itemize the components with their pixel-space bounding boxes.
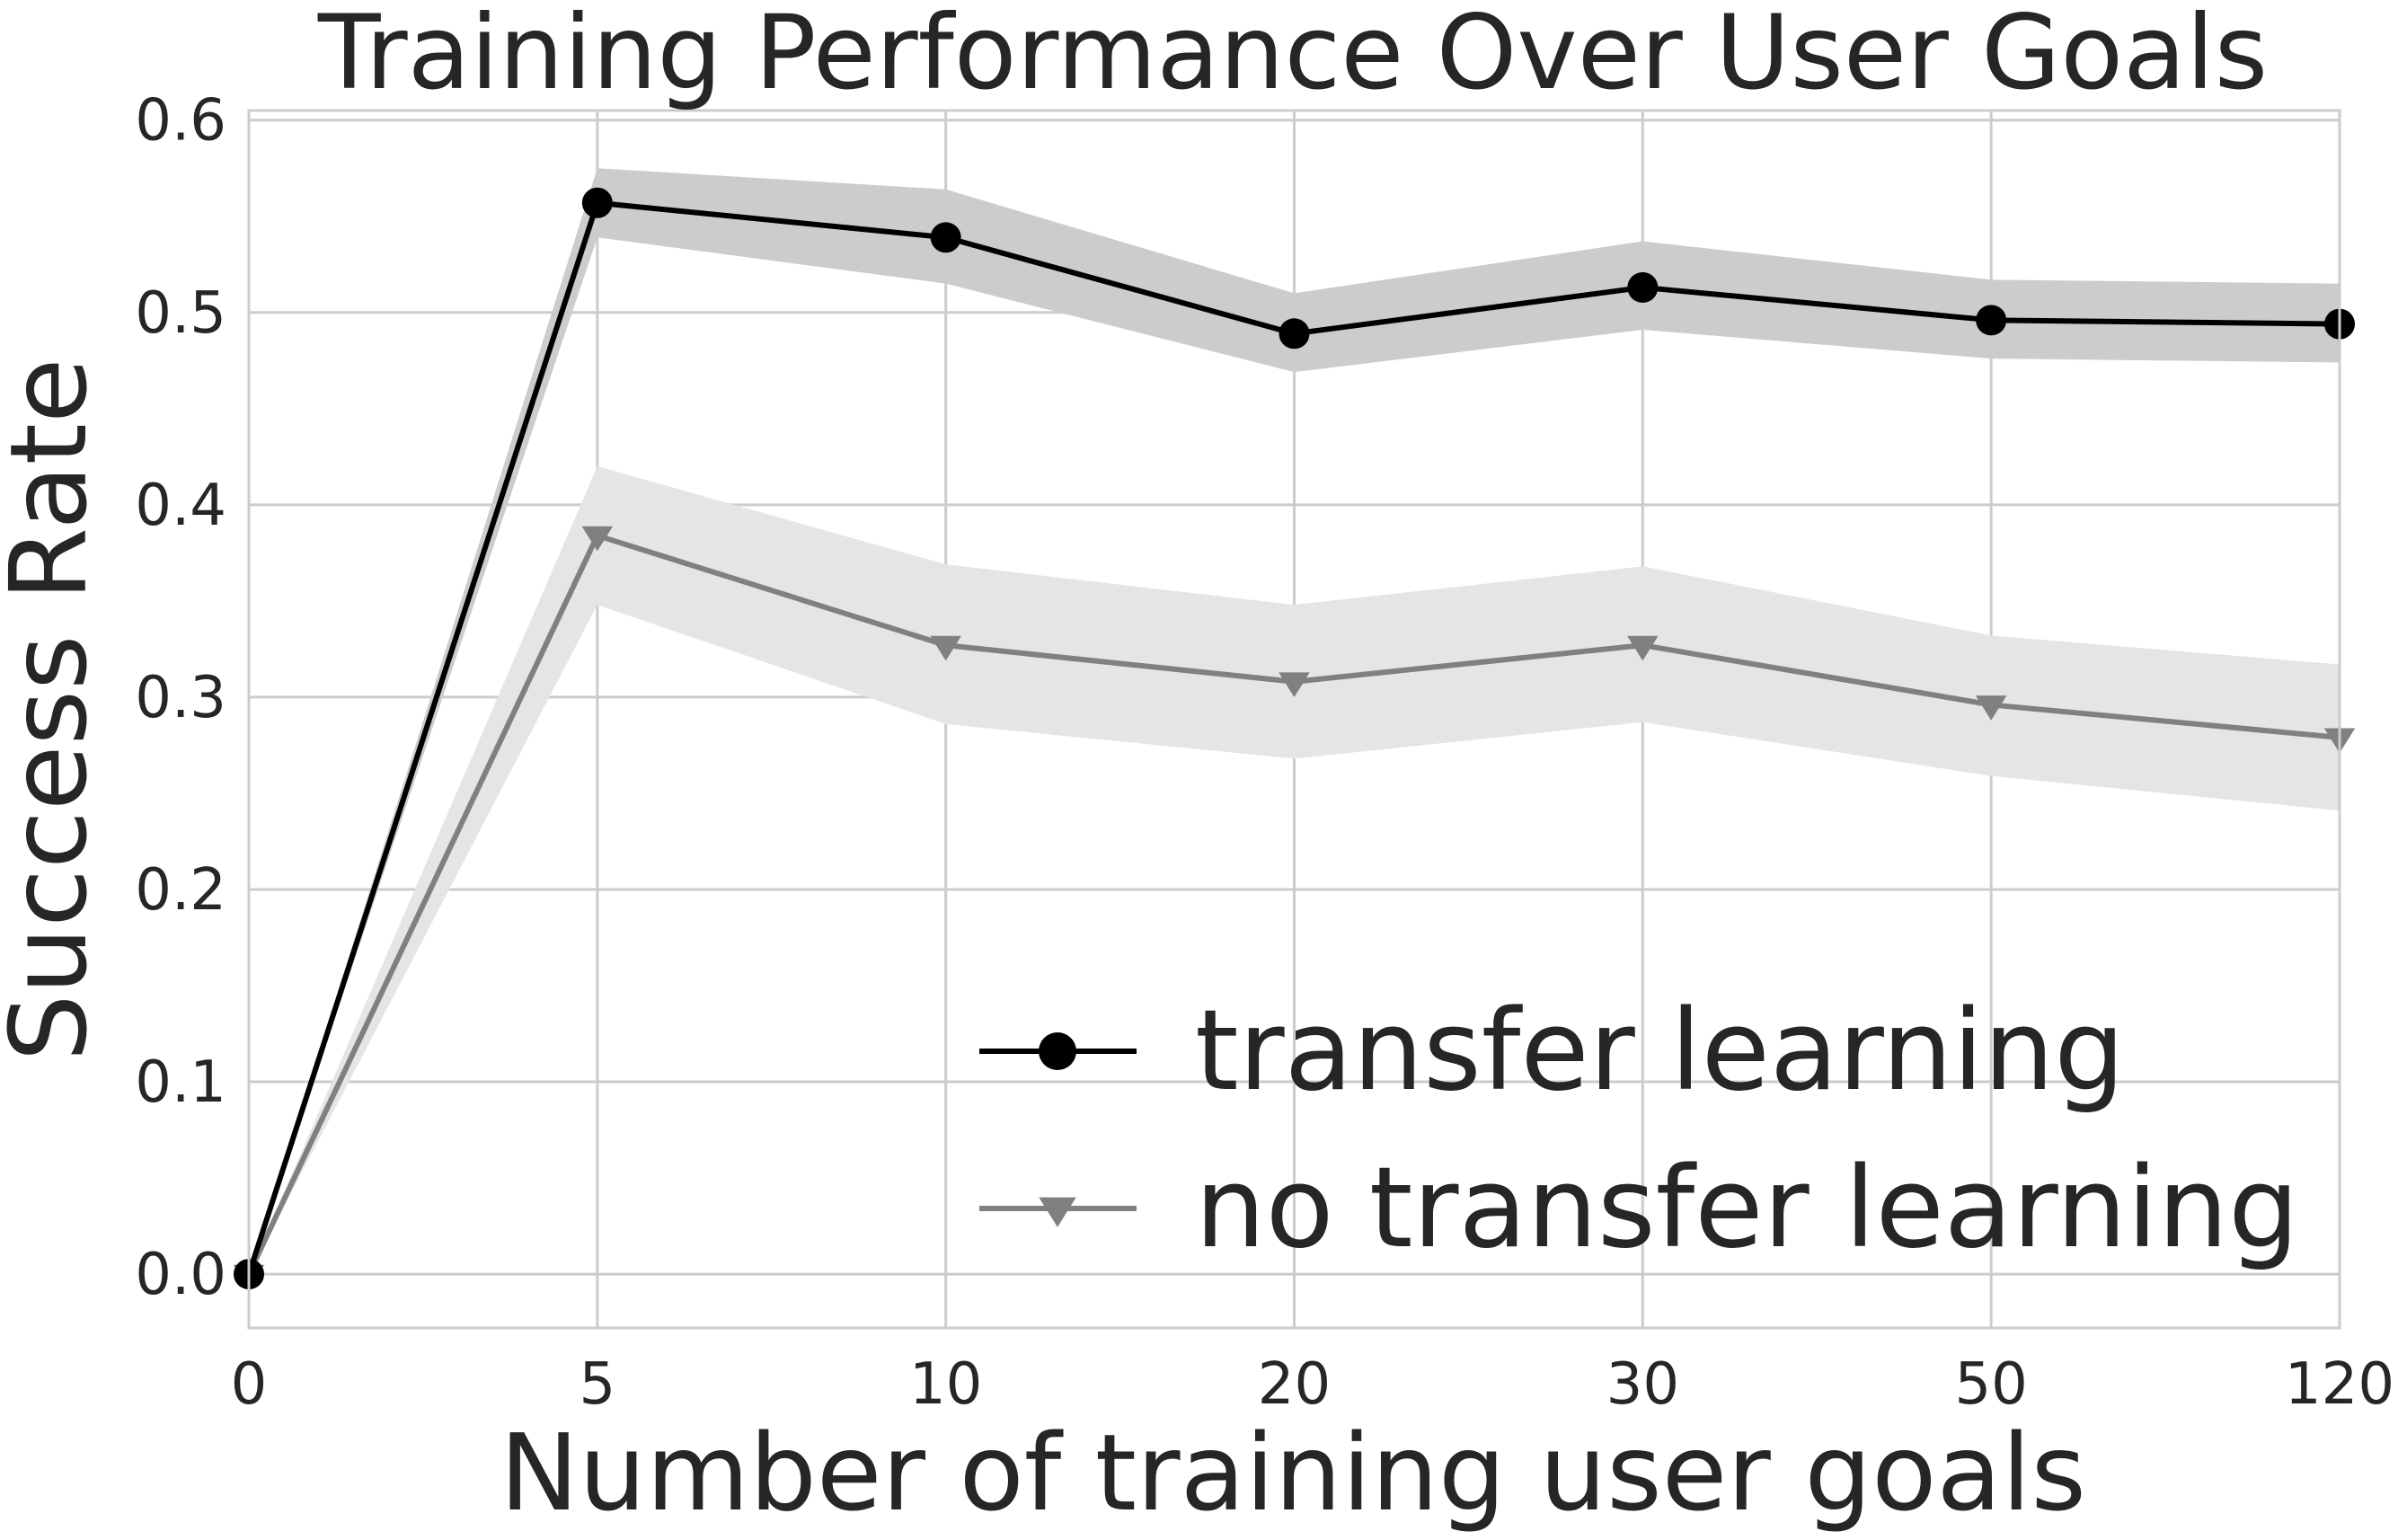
data-point <box>1976 305 2007 336</box>
y-axis-label: Success Rate <box>0 358 111 1061</box>
y-tick-label: 0.4 <box>135 473 226 539</box>
data-point <box>581 187 613 218</box>
data-point <box>1975 695 2007 721</box>
plot-frame <box>247 109 2341 1330</box>
y-tick-label: 0.1 <box>135 1049 226 1116</box>
y-tick-labels: 0.0 0.1 0.2 0.3 0.4 0.5 0.6 <box>135 88 226 1308</box>
y-tick-label: 0.3 <box>135 665 226 731</box>
x-tick-label: 10 <box>909 1351 982 1418</box>
chart-title: Training Performance Over User Goals <box>317 0 2268 112</box>
x-tick-label: 120 <box>2285 1351 2394 1418</box>
x-axis-label: Number of training user goals <box>500 1411 2086 1535</box>
data-point <box>1039 1032 1076 1070</box>
data-point <box>1039 1197 1076 1227</box>
legend: transfer learning no transfer learning <box>979 987 2299 1273</box>
y-tick-label: 0.6 <box>135 88 226 155</box>
data-point <box>581 526 614 552</box>
data-point <box>930 222 961 253</box>
legend-label: transfer learning <box>1195 987 2125 1116</box>
y-tick-label: 0.5 <box>135 280 226 347</box>
data-point <box>1279 672 1310 698</box>
x-tick-label: 20 <box>1258 1351 1331 1418</box>
y-tick-label: 0.0 <box>135 1242 226 1308</box>
data-point <box>1627 271 1659 303</box>
x-tick-label: 0 <box>231 1351 268 1418</box>
data-point <box>1279 318 1310 350</box>
series-markers <box>233 187 2356 1290</box>
data-point <box>1627 635 1659 661</box>
x-tick-label: 30 <box>1606 1351 1679 1418</box>
x-tick-label: 5 <box>579 1351 615 1418</box>
data-point <box>930 635 961 661</box>
legend-label: no transfer learning <box>1195 1144 2299 1273</box>
confidence-bands <box>249 168 2340 1275</box>
x-tick-label: 50 <box>1954 1351 2027 1418</box>
confidence-band <box>249 466 2340 1275</box>
x-tick-labels: 0 5 10 20 30 50 120 <box>231 1351 2394 1418</box>
y-tick-label: 0.2 <box>135 857 226 924</box>
